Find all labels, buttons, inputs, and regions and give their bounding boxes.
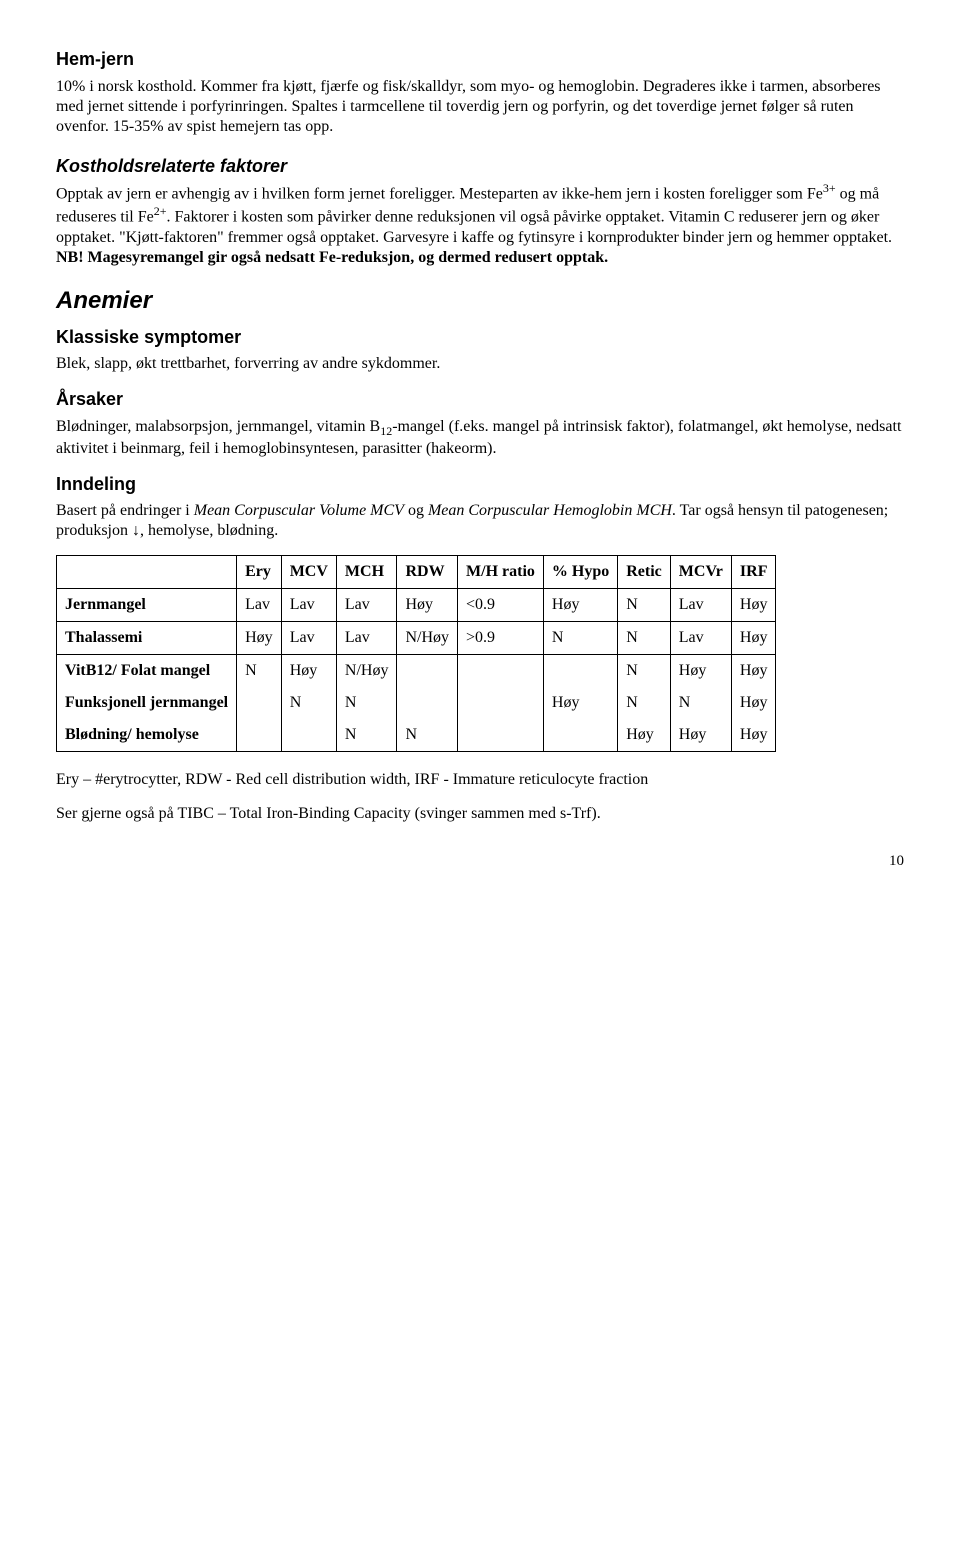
table-cell: N (281, 687, 336, 719)
table-row: Blødning/ hemolyseNNHøyHøyHøy (57, 719, 776, 752)
fe2-sup: 2+ (154, 204, 167, 218)
table-cell: N (336, 687, 397, 719)
table-cell: N (336, 719, 397, 752)
table-cell: Høy (670, 719, 731, 752)
klassiske-body: Blek, slapp, økt trettbarhet, forverring… (56, 354, 904, 374)
table-row-label: Jernmangel (57, 589, 237, 622)
table-cell: Høy (397, 589, 458, 622)
klassiske-heading: Klassiske symptomer (56, 326, 904, 349)
arsaker-heading: Årsaker (56, 388, 904, 411)
arsaker-pre: Blødninger, malabsorpsjon, jernmangel, v… (56, 418, 380, 435)
anemier-heading: Anemier (56, 286, 904, 316)
table-cell: Høy (618, 719, 671, 752)
table-cell: Lav (670, 589, 731, 622)
table-cell: Høy (731, 589, 776, 622)
table-header-cell: MCV (281, 556, 336, 589)
table-cell: N (397, 719, 458, 752)
inndeling-i2: Mean Corpuscular Hemoglobin MCH (428, 502, 672, 519)
table-cell: Høy (237, 622, 282, 655)
table-cell (543, 719, 617, 752)
table-cell: Høy (731, 719, 776, 752)
page-number: 10 (56, 852, 904, 871)
table-row: JernmangelLavLavLavHøy<0.9HøyNLavHøy (57, 589, 776, 622)
table-cell: Lav (336, 622, 397, 655)
kosthold-heading: Kostholdsrelaterte faktorer (56, 155, 904, 178)
table-cell: Høy (543, 687, 617, 719)
table-cell: N (618, 589, 671, 622)
kosthold-nb: NB! Magesyremangel gir også nedsatt Fe-r… (56, 249, 608, 266)
table-cell: Lav (237, 589, 282, 622)
kosthold-post: . Faktorer i kosten som påvirker denne r… (56, 209, 892, 246)
table-cell (281, 719, 336, 752)
table-cell (397, 655, 458, 688)
table-cell: <0.9 (458, 589, 544, 622)
table-cell: N (618, 687, 671, 719)
table-cell: Lav (336, 589, 397, 622)
table-cell: Høy (543, 589, 617, 622)
table-cell: Høy (670, 655, 731, 688)
table-row: VitB12/ Folat mangelNHøyN/HøyNHøyHøy (57, 655, 776, 688)
table-header-cell: Retic (618, 556, 671, 589)
table-cell: N (618, 655, 671, 688)
table-header-row: EryMCVMCHRDWM/H ratio% HypoReticMCVrIRF (57, 556, 776, 589)
table-cell (237, 719, 282, 752)
table-cell: N (670, 687, 731, 719)
table-cell: N/Høy (397, 622, 458, 655)
table-row-label: Thalassemi (57, 622, 237, 655)
table-cell: Lav (281, 589, 336, 622)
table-cell (543, 655, 617, 688)
kosthold-body: Opptak av jern er avhengig av i hvilken … (56, 181, 904, 268)
table-row: Funksjonell jernmangelNNHøyNNHøy (57, 687, 776, 719)
table-row-label: Blødning/ hemolyse (57, 719, 237, 752)
table-header-cell: % Hypo (543, 556, 617, 589)
anemia-table: EryMCVMCHRDWM/H ratio% HypoReticMCVrIRF … (56, 555, 776, 752)
table-cell: Høy (731, 655, 776, 688)
table-header-cell (57, 556, 237, 589)
table-cell: Høy (731, 687, 776, 719)
table-cell: N (543, 622, 617, 655)
table-cell: N (237, 655, 282, 688)
inndeling-body: Basert på endringer i Mean Corpuscular V… (56, 501, 904, 541)
table-cell: N/Høy (336, 655, 397, 688)
inndeling-pre: Basert på endringer i (56, 502, 194, 519)
table-header-cell: M/H ratio (458, 556, 544, 589)
inndeling-i1: Mean Corpuscular Volume MCV (194, 502, 404, 519)
table-cell: Lav (670, 622, 731, 655)
table-header-cell: MCVr (670, 556, 731, 589)
table-cell: Lav (281, 622, 336, 655)
table-header-cell: Ery (237, 556, 282, 589)
table-cell: N (618, 622, 671, 655)
table-cell (458, 687, 544, 719)
table-row: ThalassemiHøyLavLavN/Høy>0.9NNLavHøy (57, 622, 776, 655)
hemjern-heading: Hem-jern (56, 48, 904, 71)
table-cell: Høy (731, 622, 776, 655)
kosthold-pre: Opptak av jern er avhengig av i hvilken … (56, 185, 823, 202)
table-cell: Høy (281, 655, 336, 688)
table-cell (458, 655, 544, 688)
table-cell (397, 687, 458, 719)
hemjern-body: 10% i norsk kosthold. Kommer fra kjøtt, … (56, 77, 904, 137)
table-cell: >0.9 (458, 622, 544, 655)
table-cell (458, 719, 544, 752)
table-row-label: Funksjonell jernmangel (57, 687, 237, 719)
footer-2: Ser gjerne også på TIBC – Total Iron-Bin… (56, 804, 904, 824)
table-header-cell: MCH (336, 556, 397, 589)
b12-sub: 12 (380, 424, 392, 438)
table-cell (237, 687, 282, 719)
table-header-cell: RDW (397, 556, 458, 589)
table-row-label: VitB12/ Folat mangel (57, 655, 237, 688)
table-header-cell: IRF (731, 556, 776, 589)
inndeling-heading: Inndeling (56, 473, 904, 496)
fe3-sup: 3+ (823, 181, 836, 195)
arsaker-body: Blødninger, malabsorpsjon, jernmangel, v… (56, 417, 904, 459)
footer-1: Ery – #erytrocytter, RDW - Red cell dist… (56, 770, 904, 790)
inndeling-mid: og (404, 502, 428, 519)
